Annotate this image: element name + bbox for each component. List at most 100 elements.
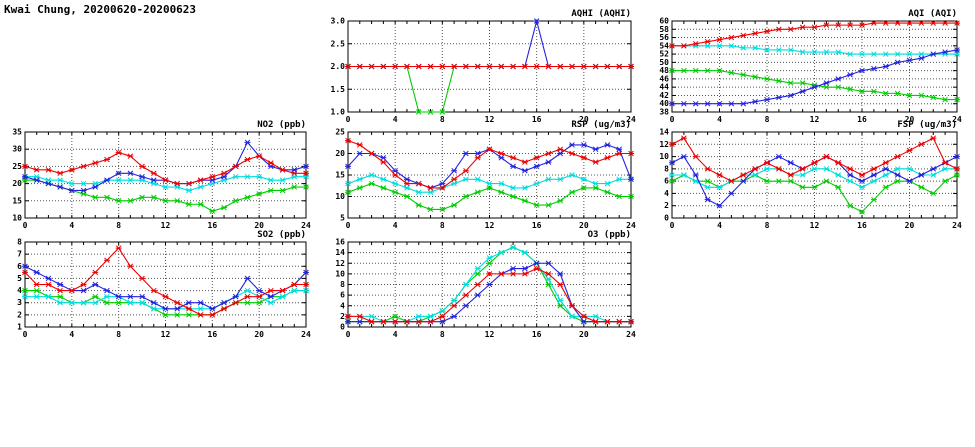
svg-text:20: 20: [254, 330, 264, 339]
svg-text:10: 10: [12, 214, 22, 223]
svg-text:20: 20: [579, 115, 589, 124]
svg-text:12: 12: [810, 221, 820, 230]
svg-text:1: 1: [17, 323, 22, 332]
svg-text:4: 4: [340, 301, 345, 310]
svg-text:20: 20: [12, 179, 22, 188]
svg-text:12: 12: [335, 259, 345, 268]
aqhi-plot: 1.0 1.5 2.0 2.5 3.0 0 4 8 12 16 20 24: [331, 17, 636, 125]
svg-text:16: 16: [532, 115, 542, 124]
svg-text:50: 50: [659, 58, 669, 67]
rsp-chart: RSP (ug/m3) 5 10 15 20 25 0 4 8 12 16 20 24: [326, 119, 636, 232]
aqhi-chart-title: AQHI (AQHI): [571, 9, 631, 19]
svg-text:14: 14: [659, 128, 669, 137]
svg-text:16: 16: [208, 221, 218, 230]
so2-chart: SO2 (ppb) 1 2 3 4 5 6 7 8 0 4 8 12 16 20 24: [3, 229, 311, 341]
svg-text:14: 14: [335, 248, 345, 257]
svg-text:2: 2: [664, 201, 669, 210]
svg-text:12: 12: [161, 330, 171, 339]
o3-chart-title: O3 (ppb): [587, 230, 631, 240]
svg-text:0: 0: [670, 221, 675, 230]
svg-text:6: 6: [664, 177, 669, 186]
svg-text:5: 5: [340, 214, 345, 223]
svg-text:30: 30: [12, 145, 22, 154]
svg-text:2: 2: [340, 312, 345, 321]
svg-text:16: 16: [857, 115, 867, 124]
svg-text:54: 54: [659, 41, 669, 50]
svg-text:8: 8: [664, 164, 669, 173]
no2-plot: 10 15 20 25 30 35 0 4 8 12 16 20 24: [12, 128, 311, 231]
svg-text:8: 8: [440, 330, 445, 339]
svg-text:56: 56: [659, 33, 669, 42]
svg-text:16: 16: [532, 330, 542, 339]
fsp-chart: FSP (ug/m3) 0 2 4 6 8 10 12 14 0 4 8 12 16 20 24: [650, 119, 962, 232]
svg-text:20: 20: [905, 221, 915, 230]
svg-text:3.0: 3.0: [331, 17, 346, 26]
svg-text:0: 0: [664, 214, 669, 223]
svg-text:10: 10: [335, 192, 345, 201]
svg-text:8: 8: [116, 221, 121, 230]
svg-text:20: 20: [254, 221, 264, 230]
svg-text:4: 4: [393, 115, 398, 124]
aqi-chart: AQI (AQI) 38 40 42 44 46 48 50 52 54 56 58 60 0 4 8 12 1…: [650, 8, 962, 126]
svg-text:15: 15: [12, 196, 22, 205]
svg-text:8: 8: [765, 115, 770, 124]
no2-chart: NO2 (ppb) 10 15 20 25 30 35 0 4 8 12 16 20 24: [3, 119, 311, 232]
svg-text:1.0: 1.0: [331, 108, 346, 117]
svg-text:25: 25: [12, 162, 22, 171]
svg-text:10: 10: [335, 269, 345, 278]
svg-text:1.5: 1.5: [331, 85, 346, 94]
no2-chart-title: NO2 (ppb): [257, 120, 306, 130]
svg-text:60: 60: [659, 17, 669, 26]
svg-text:4: 4: [664, 189, 669, 198]
svg-text:2.5: 2.5: [331, 39, 346, 48]
svg-text:16: 16: [335, 238, 345, 247]
svg-text:16: 16: [532, 221, 542, 230]
svg-text:0: 0: [346, 221, 351, 230]
svg-text:24: 24: [301, 221, 311, 230]
svg-text:4: 4: [393, 221, 398, 230]
svg-text:12: 12: [485, 221, 495, 230]
svg-text:42: 42: [659, 91, 669, 100]
svg-text:46: 46: [659, 74, 669, 83]
svg-text:24: 24: [626, 115, 636, 124]
svg-text:2: 2: [17, 310, 22, 319]
svg-text:20: 20: [579, 330, 589, 339]
svg-text:12: 12: [810, 115, 820, 124]
svg-text:6: 6: [340, 291, 345, 300]
svg-text:8: 8: [17, 238, 22, 247]
svg-text:4: 4: [393, 330, 398, 339]
svg-text:20: 20: [905, 115, 915, 124]
svg-text:15: 15: [335, 171, 345, 180]
svg-text:38: 38: [659, 108, 669, 117]
svg-text:10: 10: [659, 152, 669, 161]
aqi-chart-title: AQI (AQI): [908, 9, 957, 19]
svg-text:16: 16: [208, 330, 218, 339]
svg-text:0: 0: [670, 115, 675, 124]
svg-text:24: 24: [952, 221, 962, 230]
rsp-chart-title: RSP (ug/m3): [571, 120, 631, 130]
svg-text:4: 4: [717, 221, 722, 230]
svg-text:4: 4: [69, 221, 74, 230]
svg-text:58: 58: [659, 25, 669, 34]
svg-text:8: 8: [440, 221, 445, 230]
svg-text:8: 8: [765, 221, 770, 230]
svg-text:12: 12: [161, 221, 171, 230]
page-title: Kwai Chung, 20200620-20200623: [4, 3, 197, 16]
svg-text:40: 40: [659, 99, 669, 108]
svg-text:4: 4: [17, 286, 22, 295]
o3-chart: O3 (ppb) 0 2 4 6 8 10 12 14 16 0 4 8 12 16 20 24: [326, 229, 636, 341]
svg-text:12: 12: [485, 115, 495, 124]
rsp-plot: 5 10 15 20 25 0 4 8 12 16 20 24: [335, 128, 636, 231]
svg-text:20: 20: [335, 149, 345, 158]
svg-text:5: 5: [17, 274, 22, 283]
svg-text:12: 12: [485, 330, 495, 339]
svg-text:0: 0: [340, 323, 345, 332]
svg-text:0: 0: [23, 221, 28, 230]
svg-text:12: 12: [659, 140, 669, 149]
svg-text:8: 8: [340, 280, 345, 289]
svg-text:24: 24: [301, 330, 311, 339]
